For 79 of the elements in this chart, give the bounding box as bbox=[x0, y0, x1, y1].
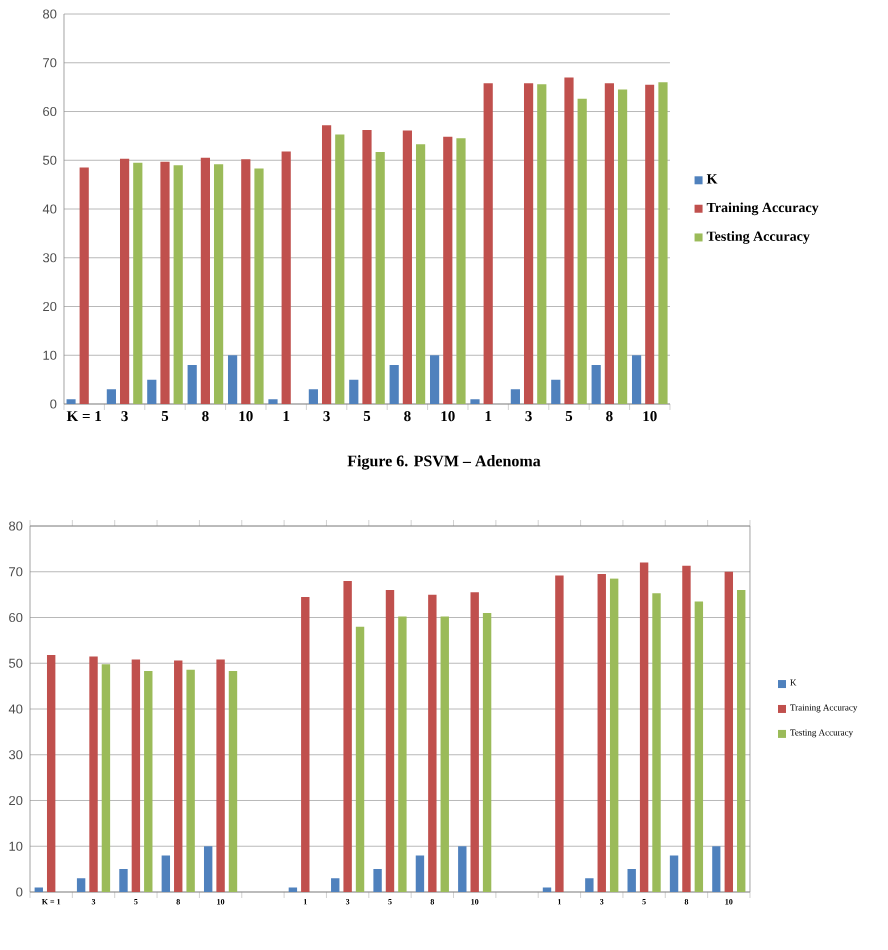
bar bbox=[597, 574, 606, 892]
bar bbox=[443, 136, 453, 404]
bar bbox=[373, 869, 382, 892]
bar bbox=[160, 161, 170, 404]
bar bbox=[241, 159, 251, 404]
bar bbox=[301, 596, 310, 892]
bar bbox=[173, 165, 183, 404]
bar bbox=[349, 379, 359, 404]
bar bbox=[428, 594, 437, 892]
bar bbox=[415, 144, 426, 404]
bar bbox=[737, 590, 746, 892]
bar bbox=[402, 130, 412, 404]
bar bbox=[458, 846, 467, 892]
bar bbox=[617, 89, 628, 404]
bar bbox=[228, 671, 238, 892]
bar bbox=[510, 389, 520, 404]
bar bbox=[631, 355, 642, 404]
bar bbox=[76, 878, 86, 892]
bar bbox=[89, 656, 98, 892]
bar bbox=[609, 578, 619, 892]
caption: Figure 6. PSVM – Adenoma bbox=[347, 455, 541, 470]
bar bbox=[604, 83, 614, 404]
bar bbox=[585, 878, 594, 892]
bar bbox=[120, 158, 130, 404]
bar bbox=[106, 389, 116, 404]
bar bbox=[200, 157, 210, 404]
bar bbox=[470, 592, 479, 892]
bar bbox=[398, 616, 407, 892]
bar bbox=[227, 355, 238, 404]
bar bbox=[555, 575, 564, 892]
bar bbox=[669, 855, 679, 892]
bar bbox=[119, 869, 128, 892]
bar bbox=[385, 590, 395, 892]
bar bbox=[456, 138, 466, 404]
bar bbox=[144, 671, 153, 892]
bar bbox=[216, 659, 225, 892]
bar bbox=[101, 664, 111, 892]
bar bbox=[375, 151, 385, 404]
bar bbox=[321, 125, 332, 404]
bar bbox=[335, 134, 345, 404]
bar bbox=[694, 601, 704, 892]
bar bbox=[564, 77, 574, 404]
bar bbox=[639, 562, 649, 892]
bar bbox=[551, 379, 561, 404]
bar bbox=[133, 162, 143, 404]
bar bbox=[712, 846, 721, 892]
bar bbox=[281, 151, 291, 404]
bar bbox=[362, 130, 372, 404]
bar bbox=[131, 659, 141, 892]
bar bbox=[658, 82, 668, 404]
bar bbox=[254, 168, 264, 404]
bar bbox=[46, 655, 56, 892]
bar bbox=[203, 846, 213, 892]
bar bbox=[355, 626, 365, 892]
bar bbox=[483, 83, 493, 404]
bar bbox=[415, 855, 425, 892]
bar bbox=[429, 355, 440, 404]
bar bbox=[161, 855, 171, 892]
bar bbox=[389, 365, 399, 404]
bar bbox=[79, 167, 89, 404]
bar bbox=[186, 669, 195, 892]
bar bbox=[187, 365, 197, 404]
bar bbox=[147, 379, 157, 404]
bar bbox=[652, 593, 661, 892]
bar bbox=[343, 580, 352, 892]
bar bbox=[627, 869, 636, 892]
bar bbox=[523, 83, 534, 404]
bar bbox=[537, 84, 547, 404]
bar bbox=[577, 98, 587, 404]
bar bbox=[482, 612, 492, 892]
bar bbox=[174, 660, 183, 892]
bar bbox=[308, 389, 318, 404]
bar bbox=[724, 571, 734, 892]
bar bbox=[682, 565, 691, 892]
bar bbox=[645, 84, 655, 404]
bar bbox=[331, 878, 340, 892]
bar bbox=[440, 616, 449, 892]
bar bbox=[591, 365, 601, 404]
bar bbox=[214, 164, 224, 404]
